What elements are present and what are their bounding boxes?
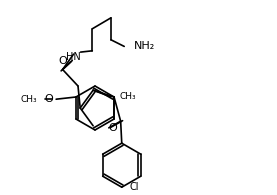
Text: HN: HN <box>66 52 81 62</box>
Text: O: O <box>108 123 117 133</box>
Text: O: O <box>44 94 53 104</box>
Text: CH₃: CH₃ <box>120 92 136 101</box>
Text: O: O <box>58 57 67 66</box>
Text: NH₂: NH₂ <box>134 41 155 51</box>
Text: Cl: Cl <box>130 182 139 192</box>
Text: CH₃: CH₃ <box>20 95 37 104</box>
